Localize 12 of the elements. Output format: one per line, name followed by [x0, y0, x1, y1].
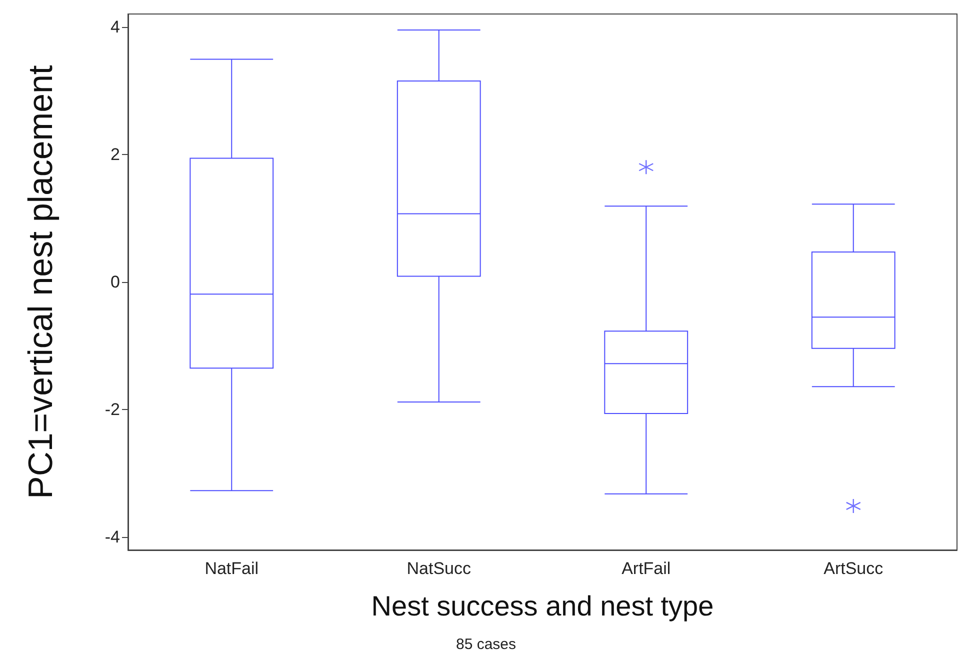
- y-tick-label: 2: [110, 144, 120, 164]
- x-tick-label: NatFail: [204, 559, 259, 578]
- y-tick-label: 0: [110, 272, 120, 292]
- y-tick-label: 4: [110, 17, 120, 36]
- y-tick-label: -4: [104, 528, 120, 547]
- x-tick-label: ArtSucc: [824, 559, 884, 578]
- y-tick-label: -2: [104, 400, 120, 420]
- text: 85 cases: [456, 636, 516, 653]
- y-axis-title: PC1=vertical nest placement: [22, 64, 60, 499]
- x-tick-label: NatSucc: [406, 559, 472, 578]
- x-axis-title: Nest success and nest type: [371, 590, 714, 622]
- x-tick-label: ArtFail: [622, 559, 671, 578]
